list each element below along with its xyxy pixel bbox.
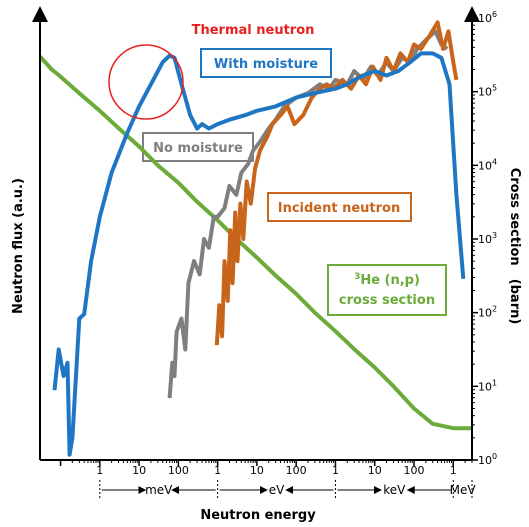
y-tick-label: 103 <box>478 231 497 246</box>
no-moisture-label: No moisture <box>153 141 243 156</box>
with-moisture-label: With moisture <box>214 57 318 72</box>
x-tick-label: 100 <box>168 464 189 477</box>
x-axis-label: Neutron energy <box>200 508 316 523</box>
x-tick-label: 10 <box>132 464 146 477</box>
x-tick-label: 1 <box>450 464 457 477</box>
x-tick-label: 10 <box>250 464 264 477</box>
y-axis-right-ticks: 100 101 102 103 104 105 106 <box>472 10 497 467</box>
y-axis-right-label: Cross section (barn) <box>507 168 522 325</box>
incident-neutron-curve <box>214 20 459 346</box>
cross-section-curve <box>38 55 472 431</box>
incident-neutron-box <box>267 192 412 222</box>
unit-label: MeV <box>450 483 477 497</box>
x-tick-label: 10 <box>368 464 382 477</box>
x-tick-label: 1 <box>214 464 221 477</box>
y-tick-label: 101 <box>478 378 497 393</box>
unit-label: keV <box>383 483 406 497</box>
cross-section-label: 3He (n,p) <box>354 272 420 288</box>
y-tick-label: 102 <box>478 305 497 320</box>
no-moisture-box <box>142 132 254 162</box>
cross-section-label-line2: cross section <box>339 293 435 308</box>
cross-section-box <box>327 264 447 316</box>
y-tick-label: 100 <box>478 452 497 467</box>
unit-label: meV <box>145 483 173 497</box>
x-tick-label: 1 <box>96 464 103 477</box>
x-unit-ranges: meV eV keV MeV <box>99 480 477 499</box>
with-moisture-curve <box>52 51 466 457</box>
y-tick-label: 105 <box>478 84 497 99</box>
y-tick-label: 106 <box>478 10 497 25</box>
x-tick-label: 1 <box>332 464 339 477</box>
he3-label: He (n,p) <box>360 273 420 288</box>
incident-neutron-label: Incident neutron <box>278 201 401 216</box>
x-tick-label: 100 <box>286 464 307 477</box>
x-axis-ticks: 1 10 100 1 10 100 1 10 100 1 <box>59 460 473 477</box>
thermal-neutron-circle <box>108 44 184 120</box>
he3-superscript: 3 <box>354 272 360 282</box>
with-moisture-box <box>200 48 332 78</box>
y-tick-label: 104 <box>478 157 497 172</box>
x-tick-label: 100 <box>403 464 424 477</box>
unit-label: eV <box>269 483 285 497</box>
y-axis-left-label: Neutron flux (a.u.) <box>11 178 26 314</box>
thermal-neutron-label: Thermal neutron <box>192 23 315 38</box>
